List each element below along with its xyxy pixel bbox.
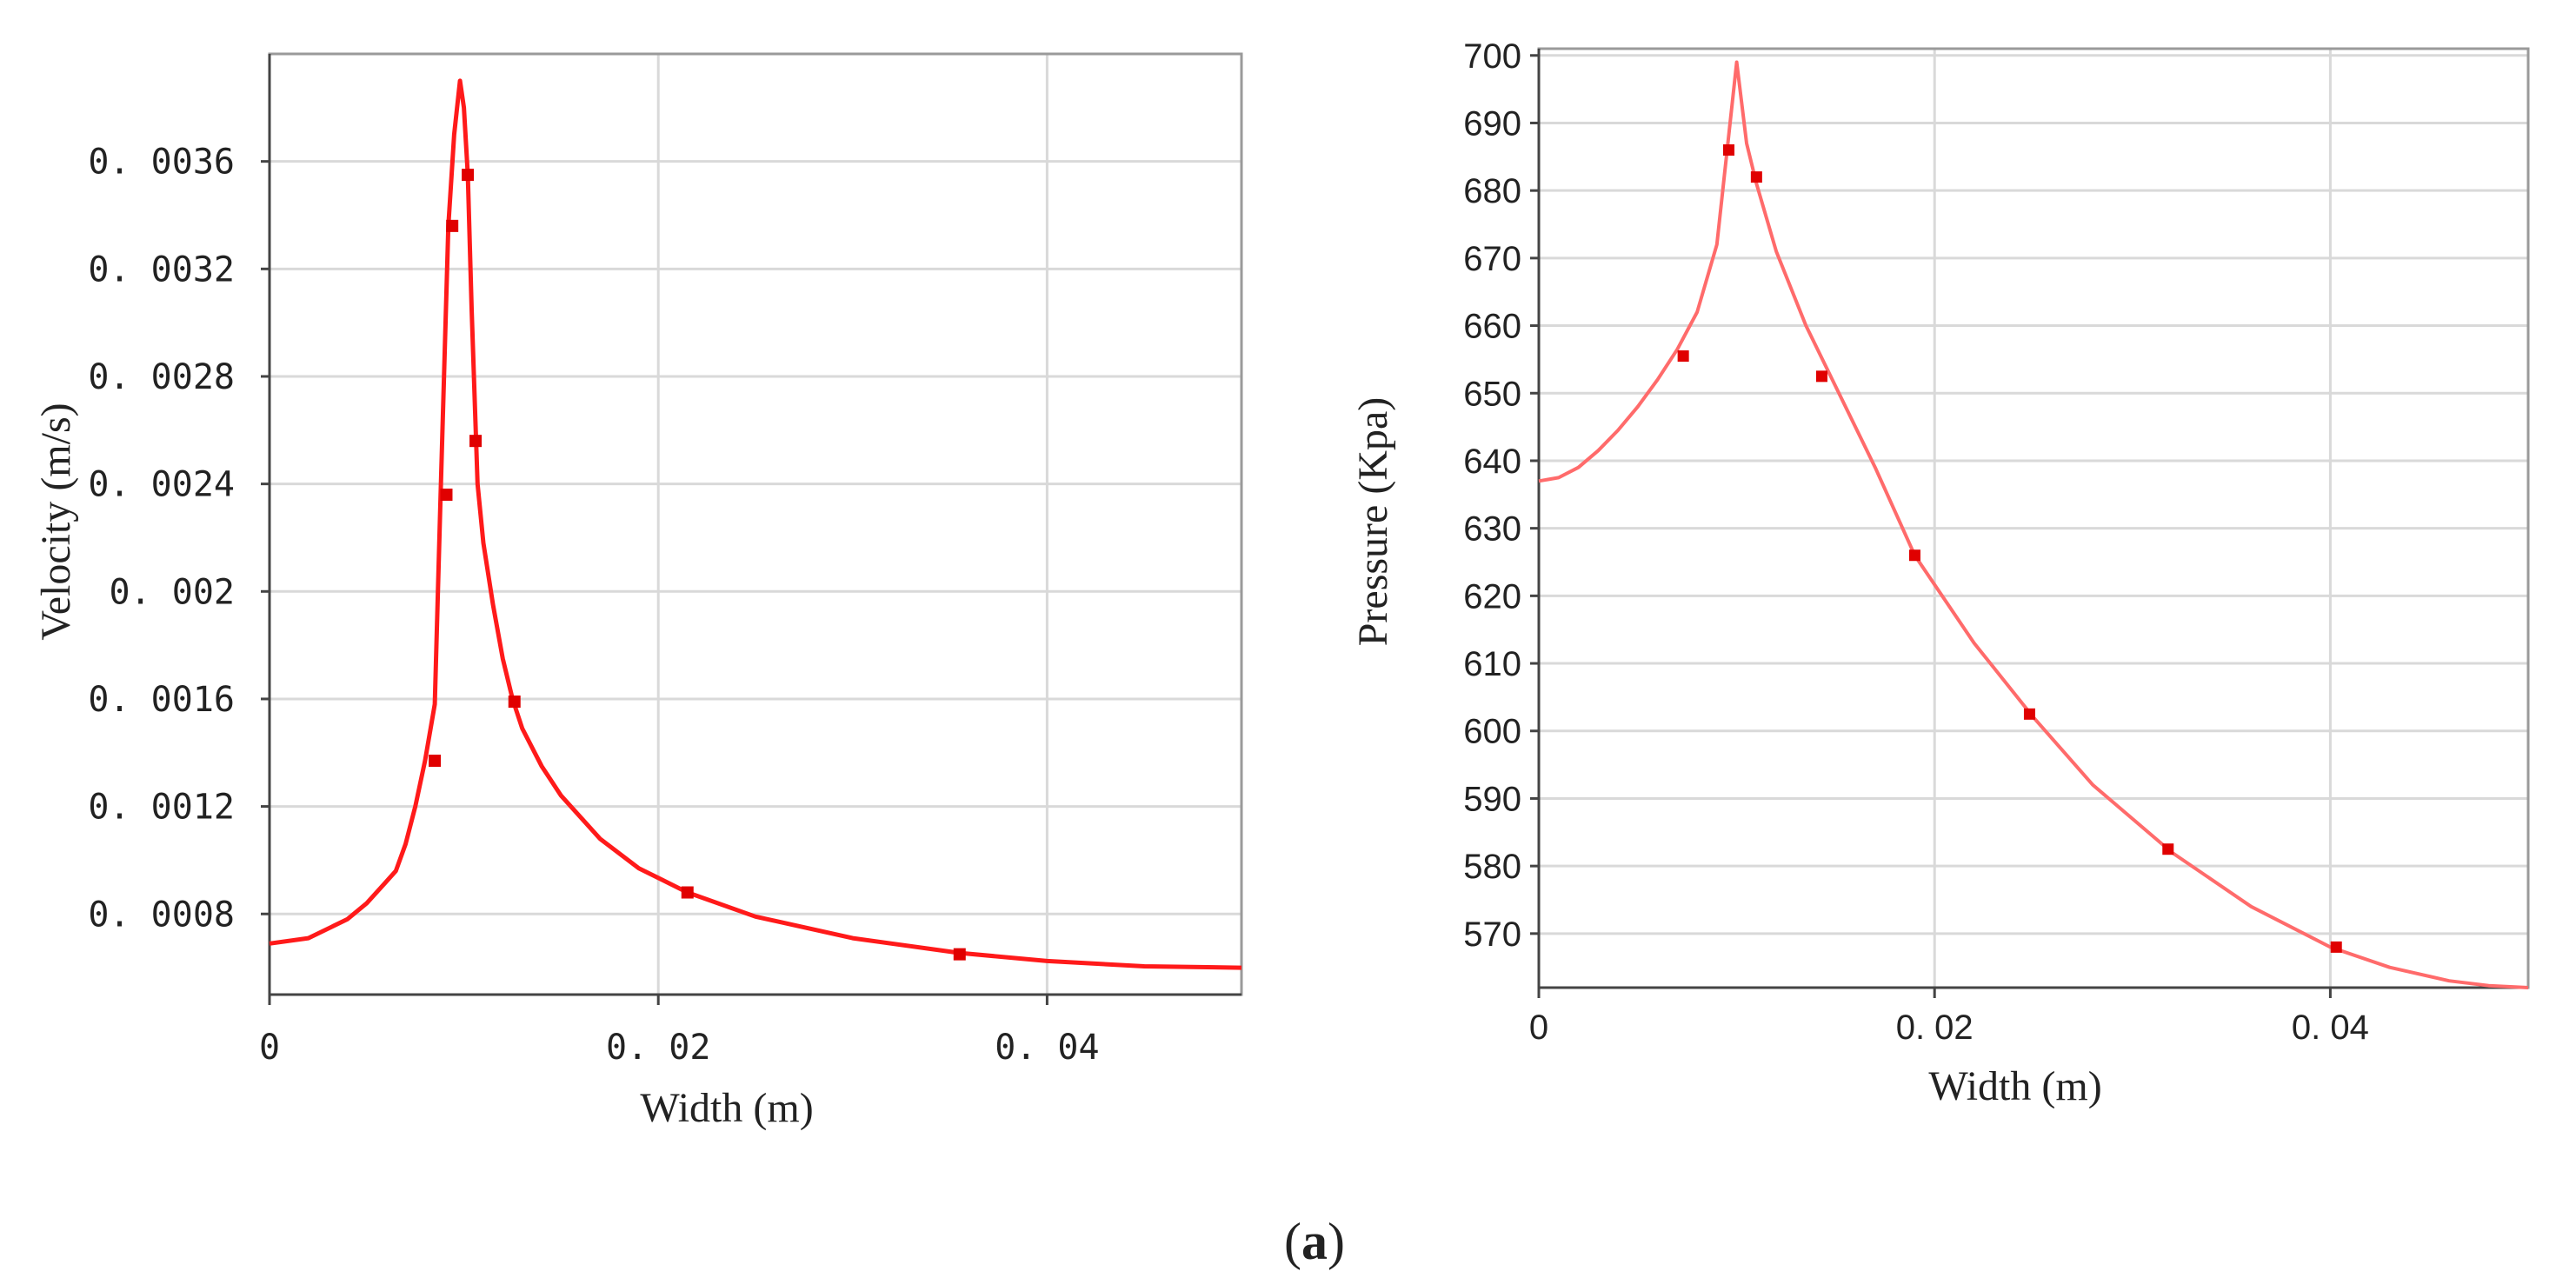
pressure-ytick-label: 620 bbox=[1463, 577, 1521, 616]
pressure-ytick-label: 580 bbox=[1463, 848, 1521, 886]
pressure-gridlines bbox=[1537, 49, 2528, 988]
velocity-ytick-label: 0. 002 bbox=[110, 572, 236, 612]
velocity-ticks: 0. 0008 0. 0012 0. 0016 0. 002 0. 0024 0. 002… bbox=[88, 54, 1241, 1068]
velocity-gridlines bbox=[268, 54, 1241, 995]
velocity-data-marker bbox=[440, 488, 453, 501]
caption-close-paren: ) bbox=[1328, 1213, 1345, 1270]
velocity-markers bbox=[429, 169, 966, 961]
pressure-ytick-label: 700 bbox=[1463, 37, 1521, 76]
velocity-xtick-label: 0. 02 bbox=[606, 1028, 710, 1068]
pressure-ytick-label: 670 bbox=[1463, 240, 1521, 278]
pressure-data-marker bbox=[1750, 171, 1762, 183]
velocity-x-axis-title: Width (m) bbox=[640, 1085, 813, 1131]
velocity-ytick-label: 0. 0036 bbox=[88, 143, 235, 183]
velocity-data-marker bbox=[681, 886, 694, 899]
pressure-series-line bbox=[1538, 60, 2529, 989]
pressure-xtick-label: 0. 02 bbox=[1896, 1008, 1974, 1047]
velocity-data-marker bbox=[953, 948, 966, 961]
caption-open-paren: ( bbox=[1284, 1213, 1301, 1270]
pressure-y-axis-title: Pressure (Kpa) bbox=[1350, 397, 1396, 647]
velocity-xtick-label: 0 bbox=[259, 1028, 280, 1068]
pressure-ytick-label: 610 bbox=[1463, 645, 1521, 683]
pressure-data-marker bbox=[2162, 843, 2174, 855]
velocity-y-axis-title: Velocity (m/s) bbox=[33, 403, 79, 640]
pressure-x-axis-title: Width (m) bbox=[1928, 1063, 2101, 1109]
pressure-ytick-label: 650 bbox=[1463, 375, 1521, 413]
pressure-ytick-label: 630 bbox=[1463, 510, 1521, 549]
pressure-ticks: 570 580 590 600 610 620 630 640 650 660 670 680 690 7… bbox=[1463, 37, 2528, 1047]
caption-letter: a bbox=[1301, 1213, 1328, 1270]
velocity-plot-frame bbox=[268, 52, 1243, 996]
pressure-data-marker bbox=[1677, 350, 1689, 363]
velocity-series-line bbox=[269, 78, 1242, 970]
pressure-data-marker bbox=[2330, 941, 2342, 953]
pressure-xtick-label: 0. 04 bbox=[2292, 1008, 2369, 1047]
velocity-data-marker bbox=[508, 696, 521, 709]
pressure-ytick-label: 570 bbox=[1463, 915, 1521, 954]
velocity-ytick-label: 0. 0028 bbox=[88, 357, 235, 397]
velocity-ytick-label: 0. 0024 bbox=[88, 465, 235, 505]
pressure-data-marker bbox=[1722, 144, 1734, 156]
pressure-data-marker bbox=[1815, 370, 1827, 383]
pressure-ytick-label: 590 bbox=[1463, 780, 1521, 818]
velocity-data-marker bbox=[446, 219, 459, 232]
pressure-data-marker bbox=[1908, 549, 1920, 562]
pressure-markers bbox=[1677, 144, 2342, 953]
velocity-xtick-label: 0. 04 bbox=[995, 1028, 1099, 1068]
velocity-ytick-label: 0. 0016 bbox=[88, 680, 235, 720]
pressure-data-marker bbox=[2023, 708, 2035, 720]
velocity-data-marker bbox=[469, 435, 483, 448]
pressure-ytick-label: 640 bbox=[1463, 443, 1521, 481]
velocity-ytick-label: 0. 0032 bbox=[88, 250, 235, 290]
velocity-chart: 0. 0008 0. 0012 0. 0016 0. 002 0. 0024 0. 002… bbox=[33, 52, 1243, 1131]
pressure-ytick-label: 600 bbox=[1463, 713, 1521, 751]
pressure-ytick-label: 690 bbox=[1463, 104, 1521, 143]
velocity-data-marker bbox=[429, 755, 442, 768]
pressure-chart: 570 580 590 600 610 620 630 640 650 660 670 680 690 7… bbox=[1350, 37, 2530, 1109]
figure-caption: (a) bbox=[1284, 1213, 1345, 1270]
velocity-ytick-label: 0. 0012 bbox=[88, 788, 235, 828]
pressure-xtick-label: 0 bbox=[1529, 1008, 1548, 1047]
pressure-ytick-label: 680 bbox=[1463, 172, 1521, 210]
velocity-ytick-label: 0. 0008 bbox=[88, 895, 235, 935]
pressure-ytick-label: 660 bbox=[1463, 308, 1521, 346]
velocity-data-marker bbox=[462, 169, 475, 182]
